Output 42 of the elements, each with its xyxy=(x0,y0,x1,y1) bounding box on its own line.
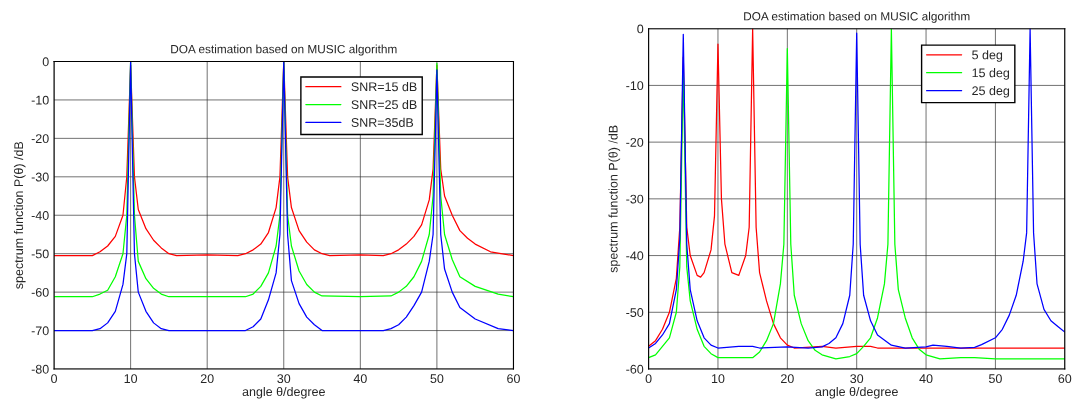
x-tick-label: 20 xyxy=(781,374,794,384)
legend-label: 15 deg xyxy=(972,68,1010,80)
y-tick-label: 0 xyxy=(42,57,49,67)
y-tick-label: -50 xyxy=(626,308,644,317)
x-tick-label: 0 xyxy=(645,374,652,384)
x-tick-label: 50 xyxy=(430,374,444,384)
y-tick-label: -60 xyxy=(626,364,644,374)
x-tick-label: 40 xyxy=(919,374,933,384)
y-tick-label: -10 xyxy=(626,81,644,91)
x-axis-title: angle θ/degree xyxy=(242,386,325,399)
y-tick-label: -40 xyxy=(31,211,49,220)
x-tick-label: 30 xyxy=(277,374,291,384)
y-tick-label: -30 xyxy=(31,172,49,182)
y-tick-label: -40 xyxy=(626,251,644,261)
chart-title: DOA estimation based on MUSIC algorithm xyxy=(744,11,970,23)
y-axis-title: spectrum function P(θ) /dB xyxy=(608,125,621,273)
legend-label: SNR=35dB xyxy=(351,117,414,127)
x-tick-label: 30 xyxy=(850,374,864,384)
x-axis-title: angle θ/degree xyxy=(815,386,898,399)
chart-title: DOA estimation based on MUSIC algorithm xyxy=(171,44,397,56)
x-tick-label: 20 xyxy=(200,374,214,384)
x-tick-label: 40 xyxy=(353,374,367,384)
x-tick-label: 0 xyxy=(51,374,58,384)
y-tick-label: -60 xyxy=(31,287,49,297)
y-tick-label: -10 xyxy=(31,95,49,105)
y-tick-label: -50 xyxy=(31,249,49,259)
x-tick-label: 50 xyxy=(988,374,1002,384)
x-tick-label: 10 xyxy=(711,374,725,384)
y-tick-label: -20 xyxy=(31,134,49,144)
legend-label: 5 deg xyxy=(972,50,1003,62)
y-tick-label: -30 xyxy=(626,194,644,204)
y-tick-label: -80 xyxy=(31,364,49,374)
x-tick-label: 60 xyxy=(1058,374,1072,384)
x-tick-label: 60 xyxy=(507,374,520,384)
y-tick-label: 0 xyxy=(637,24,644,34)
y-tick-label: -70 xyxy=(31,326,49,336)
legend-label: SNR=15 dB xyxy=(351,81,417,92)
y-axis-title: spectrum function P(θ) /dB xyxy=(13,141,26,289)
y-tick-label: -20 xyxy=(626,137,644,147)
legend-label: SNR=25 dB xyxy=(351,99,417,110)
legend-label: 25 deg xyxy=(972,85,1010,98)
x-tick-label: 10 xyxy=(124,374,138,384)
